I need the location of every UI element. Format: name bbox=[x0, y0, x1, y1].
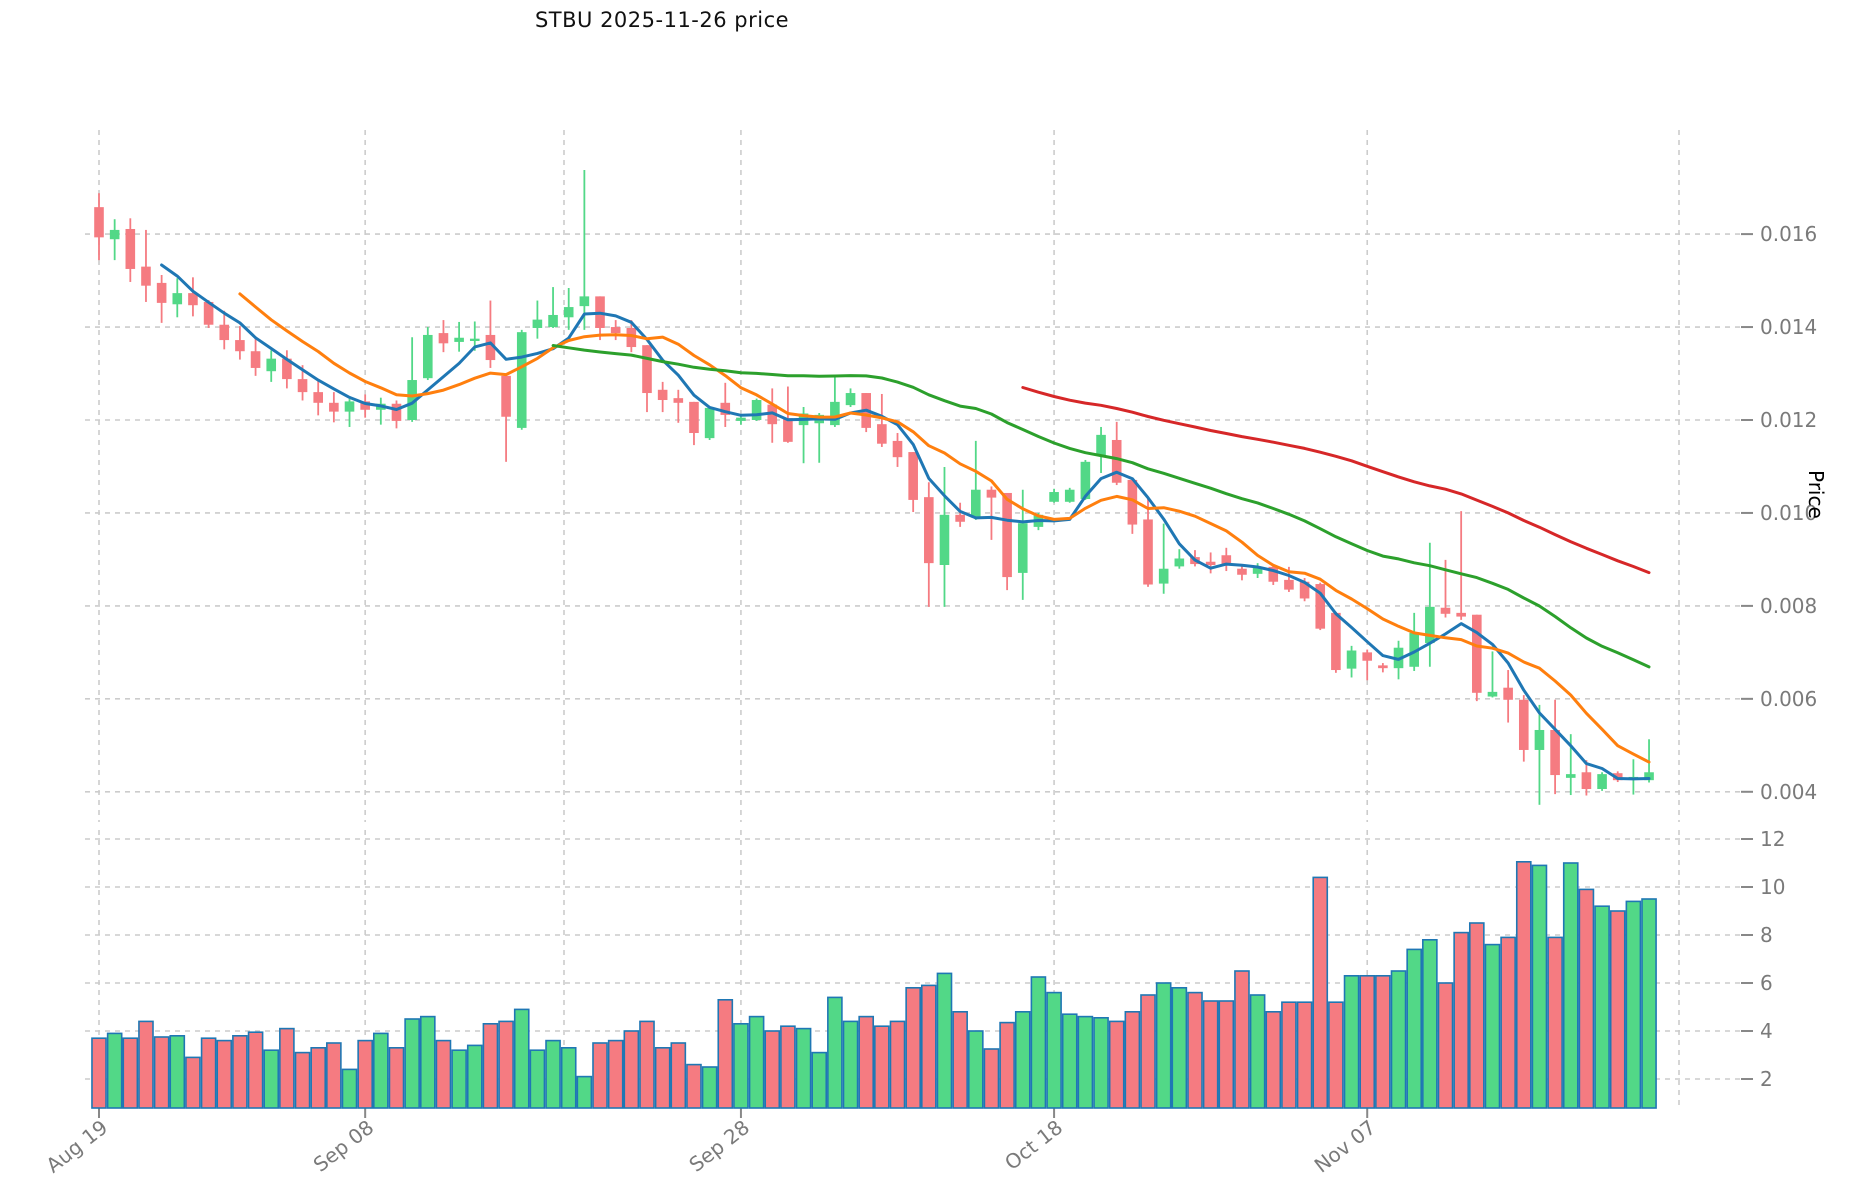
svg-text:Sep 28: Sep 28 bbox=[684, 1115, 754, 1177]
svg-text:6: 6 bbox=[1760, 971, 1773, 995]
svg-text:0.006: 0.006 bbox=[1760, 687, 1817, 711]
svg-text:10: 10 bbox=[1760, 875, 1785, 899]
svg-text:2: 2 bbox=[1760, 1067, 1773, 1091]
svg-text:0.014: 0.014 bbox=[1760, 315, 1817, 339]
svg-text:0.010: 0.010 bbox=[1760, 501, 1817, 525]
svg-text:Sep 08: Sep 08 bbox=[309, 1115, 379, 1177]
svg-text:0.012: 0.012 bbox=[1760, 408, 1817, 432]
svg-text:Oct 18: Oct 18 bbox=[1000, 1115, 1067, 1175]
svg-text:Nov 07: Nov 07 bbox=[1310, 1115, 1381, 1178]
svg-text:0.004: 0.004 bbox=[1760, 780, 1817, 804]
svg-text:Aug 19: Aug 19 bbox=[41, 1115, 112, 1178]
chart-title: STBU 2025-11-26 price bbox=[534, 8, 790, 32]
svg-text:8: 8 bbox=[1760, 923, 1773, 947]
svg-text:12: 12 bbox=[1760, 827, 1785, 851]
svg-text:0.008: 0.008 bbox=[1760, 594, 1817, 618]
svg-text:0.016: 0.016 bbox=[1760, 222, 1817, 246]
svg-text:4: 4 bbox=[1760, 1019, 1773, 1043]
price-axis-label: Price bbox=[1804, 470, 1828, 519]
